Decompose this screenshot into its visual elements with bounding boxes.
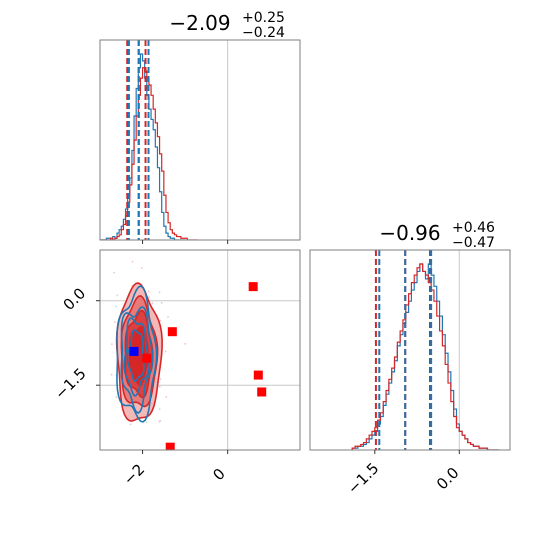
title-param-1-plus: +0.25 [242, 10, 285, 26]
marker-red [257, 387, 267, 397]
sample-point [129, 423, 132, 426]
sample-point [165, 396, 168, 398]
sample-point [158, 408, 161, 411]
sample-point [115, 396, 118, 399]
sample-point [113, 321, 116, 324]
sample-point [131, 260, 134, 263]
marker-red [248, 282, 258, 292]
histogram-series-red [100, 67, 198, 240]
sample-point [164, 350, 167, 353]
sample-point [113, 271, 116, 274]
x-tick-labels-param-1: −2 0 [120, 460, 229, 488]
sample-point [160, 302, 163, 304]
marker-red [142, 353, 152, 363]
sample-point [158, 386, 161, 388]
histogram-param-2 [309, 249, 511, 454]
title-param-1-minus: −0.24 [242, 25, 285, 41]
marker-red [165, 442, 175, 450]
marker-red [167, 327, 177, 337]
title-param-2-minus: −0.47 [452, 235, 495, 251]
sample-point [115, 305, 118, 308]
sample-point [110, 373, 113, 376]
sample-point [147, 290, 150, 293]
contour-blue [126, 329, 145, 383]
x-tick-labels-param-2: −1.5 0.0 [344, 459, 463, 497]
sample-point [159, 319, 162, 322]
histogram-series-red [351, 263, 499, 450]
y-tick-label: 0.0 [60, 284, 90, 314]
x-tick-label: 0 [209, 465, 228, 484]
sample-point [151, 302, 154, 305]
x-tick-label: −1.5 [344, 459, 382, 497]
marker-blue [129, 346, 139, 356]
title-param-2-value: −0.96 [379, 221, 440, 245]
axes-frame [309, 249, 511, 451]
sample-point [116, 294, 119, 296]
axes-frame [99, 39, 301, 241]
joint-density-panel [96, 249, 301, 454]
histogram-param-1 [99, 39, 301, 244]
sample-point [159, 378, 162, 381]
sample-point [141, 267, 143, 270]
sample-point [167, 315, 169, 318]
axes-frame [99, 249, 301, 451]
histogram-series-blue [100, 53, 186, 240]
x-tick-label: −2 [120, 460, 148, 488]
sample-point [159, 419, 162, 422]
marker-red [253, 370, 263, 380]
sample-point [158, 291, 161, 294]
y-tick-label: −1.5 [51, 364, 89, 402]
contour-blue [116, 285, 158, 423]
y-tick-labels-param-2: 0.0 −1.5 [51, 284, 89, 403]
title-param-2: −0.96 [379, 221, 440, 245]
title-param-2-plus: +0.46 [452, 220, 495, 236]
histogram-series-blue [351, 263, 499, 450]
sample-point [184, 343, 186, 345]
contour-blue [123, 317, 151, 397]
title-param-1-value: −2.09 [169, 11, 230, 35]
sample-point [148, 296, 150, 299]
title-param-1: −2.09 [169, 11, 230, 35]
sample-point [111, 343, 113, 346]
x-tick-label: 0.0 [433, 464, 463, 494]
contour-blue [120, 306, 154, 414]
sample-point [106, 452, 108, 454]
sample-point [145, 421, 148, 424]
